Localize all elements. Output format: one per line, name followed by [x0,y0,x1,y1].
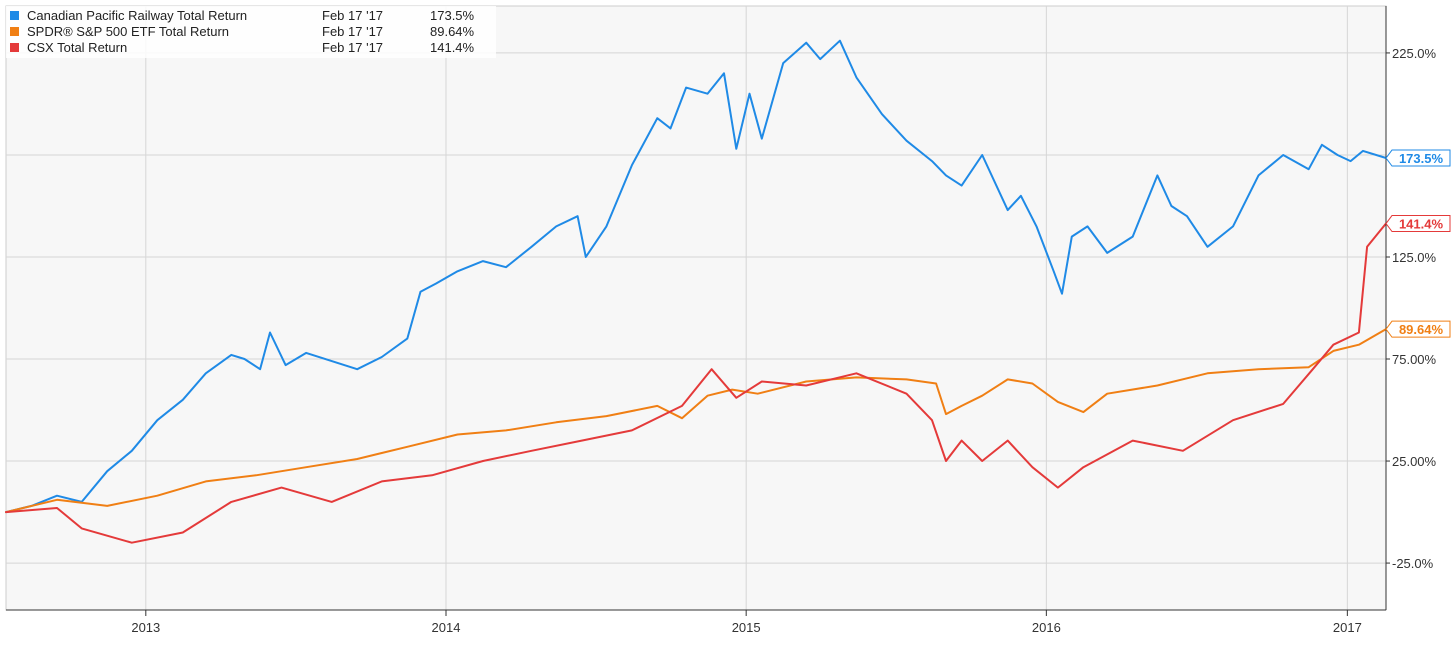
legend-background [6,6,496,58]
legend-date: Feb 17 '17 [322,24,383,39]
series-line-1 [5,39,1387,514]
legend-swatch [10,11,19,20]
x-tick-label: 2013 [131,620,160,635]
legend-swatch [10,27,19,36]
y-axis-ticks: -25.0% 25.00% 75.00% 125.0% 225.0% [1386,46,1437,571]
legend-series-name: Canadian Pacific Railway Total Return [27,8,247,23]
end-label-1: 173.5% [1385,149,1451,167]
legend-series-name: CSX Total Return [27,40,127,55]
y-tick-label: -25.0% [1392,556,1434,571]
end-label-2: 89.64% [1385,320,1451,338]
legend-value: 141.4% [430,40,475,55]
legend: Canadian Pacific Railway Total Return Feb… [6,6,496,58]
legend-date: Feb 17 '17 [322,8,383,23]
end-labels: 173.5% 89.64% 141.4% [1385,149,1451,338]
series-lines [5,39,1387,544]
end-label-3: 141.4% [1385,215,1451,233]
y-tick-label: 25.00% [1392,454,1437,469]
legend-item-1: Canadian Pacific Railway Total Return Feb… [10,8,475,23]
end-label-box [1385,320,1451,338]
end-label-value: 173.5% [1399,151,1444,166]
x-tick-label: 2014 [432,620,461,635]
x-tick-label: 2016 [1032,620,1061,635]
series-line-2 [5,328,1387,514]
legend-item-3: CSX Total Return Feb 17 '17 141.4% [10,40,475,55]
plot-background [5,5,1387,611]
legend-swatch [10,43,19,52]
end-label-box [1385,149,1451,167]
end-label-box [1385,215,1451,233]
legend-value: 173.5% [430,8,475,23]
x-axis-ticks: 2013 2014 2015 2016 2017 [131,610,1362,635]
x-tick-label: 2015 [732,620,761,635]
x-tick-label: 2017 [1333,620,1362,635]
series-line-3 [5,222,1387,544]
end-label-value: 89.64% [1399,322,1444,337]
legend-date: Feb 17 '17 [322,40,383,55]
legend-item-2: SPDR® S&P 500 ETF Total Return Feb 17 '17… [10,24,475,39]
y-tick-label: 225.0% [1392,46,1437,61]
y-tick-label: 125.0% [1392,250,1437,265]
legend-value: 89.64% [430,24,475,39]
y-tick-label: 75.00% [1392,352,1437,367]
end-label-value: 141.4% [1399,217,1444,232]
legend-series-name: SPDR® S&P 500 ETF Total Return [27,24,229,39]
